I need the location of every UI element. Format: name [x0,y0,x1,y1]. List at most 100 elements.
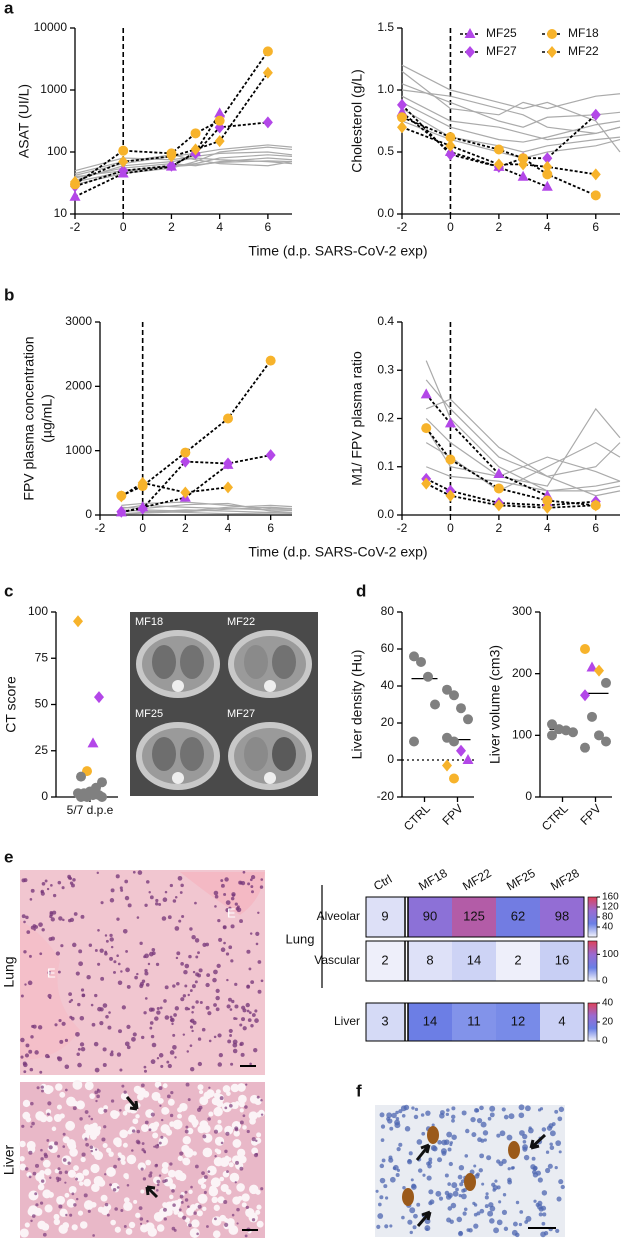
marker [586,661,598,672]
cell-label: 62 [511,908,525,923]
nucleus [260,878,264,881]
nucleus [409,1207,416,1214]
nucleus [540,1231,546,1238]
nucleus [179,1194,184,1199]
nucleus [251,890,254,894]
y-tick-label: 1.5 [377,20,394,34]
marker [463,714,473,725]
nucleus [148,1173,153,1178]
nucleus [447,1147,452,1152]
line [401,101,621,143]
x-tick-label: FPV [577,801,603,827]
nucleus [182,1215,187,1220]
nucleus [156,1183,160,1187]
nucleus [249,878,253,882]
nucleus [532,1172,539,1178]
vacuole [197,1193,208,1204]
vacuole [169,1194,174,1200]
nucleus [240,1052,245,1057]
nucleus [28,1150,33,1155]
vacuole [19,1155,25,1162]
nucleus [164,985,169,990]
nucleus [121,1084,125,1088]
nucleus [507,1167,511,1171]
y-tick-label: 10 [54,206,68,220]
vacuole [122,1110,128,1116]
nucleus [239,1023,243,1027]
nucleus [174,1006,179,1011]
nucleus [468,1228,473,1233]
nucleus [185,1082,190,1087]
nucleus [62,1132,66,1136]
nucleus [218,937,223,942]
y-tick-label: 200 [512,666,532,680]
vacuole [228,1225,239,1235]
marker [94,691,104,704]
nucleus [156,1189,159,1192]
y-tick-label: 100 [28,604,48,618]
panel-label: c [4,581,13,600]
marker [166,150,177,163]
vacuole [132,1118,139,1125]
nucleus [31,1121,35,1126]
nucleus [49,911,54,915]
nucleus [492,1185,498,1191]
nucleus [114,1207,118,1211]
nucleus [112,1188,117,1192]
marker [116,505,127,518]
nucleus [57,1177,62,1182]
colorbar [587,1002,598,1042]
nucleus [189,1025,194,1029]
nucleus [229,1008,233,1011]
nucleus [163,1217,167,1221]
nucleus [62,1158,67,1162]
marker [456,703,466,714]
nucleus [60,944,64,948]
nucleus [48,1145,53,1150]
arrow [415,1143,431,1161]
cell-label: 125 [463,908,485,923]
nucleus [20,1055,24,1059]
nucleus [151,1042,157,1048]
vacuole [212,1198,217,1204]
vacuole [182,1157,191,1166]
marker [87,737,99,748]
y-axis-label: Liver density (Hu) [349,650,365,760]
colorbar-tick-label: 20 [602,1017,614,1028]
nucleus [23,1062,28,1068]
marker [568,727,578,738]
cell-label: 9 [381,908,388,923]
nucleus [555,1228,560,1233]
y-axis-label: (µg/mL) [39,394,55,443]
nucleus [109,898,115,903]
nucleus [75,1031,80,1037]
nucleus [457,1174,463,1180]
nucleus [58,1204,63,1209]
marker [69,190,81,201]
nucleus [163,999,167,1003]
nucleus [52,893,57,898]
nucleus [102,1003,108,1008]
x-tick-label: CTRL [401,801,433,833]
nucleus [41,1089,44,1093]
nucleus [249,932,253,935]
nucleus [379,1177,386,1184]
colorbar-tick-label: 0 [602,976,608,987]
nucleus [496,1185,501,1190]
vacuole [191,1118,199,1127]
nucleus [105,939,109,943]
vacuole [221,1159,227,1165]
marker [464,28,476,38]
nucleus [485,1192,489,1196]
nucleus [413,1213,418,1219]
vacuole [140,1189,145,1194]
nucleus [90,1149,94,1153]
nucleus [126,984,131,989]
nucleus [444,1139,450,1145]
heat-cell [540,1003,584,1041]
vacuole [211,1216,222,1226]
nucleus [109,1183,112,1187]
nucleus [473,1223,479,1229]
nucleus [29,898,33,901]
vacuole [39,1169,45,1176]
